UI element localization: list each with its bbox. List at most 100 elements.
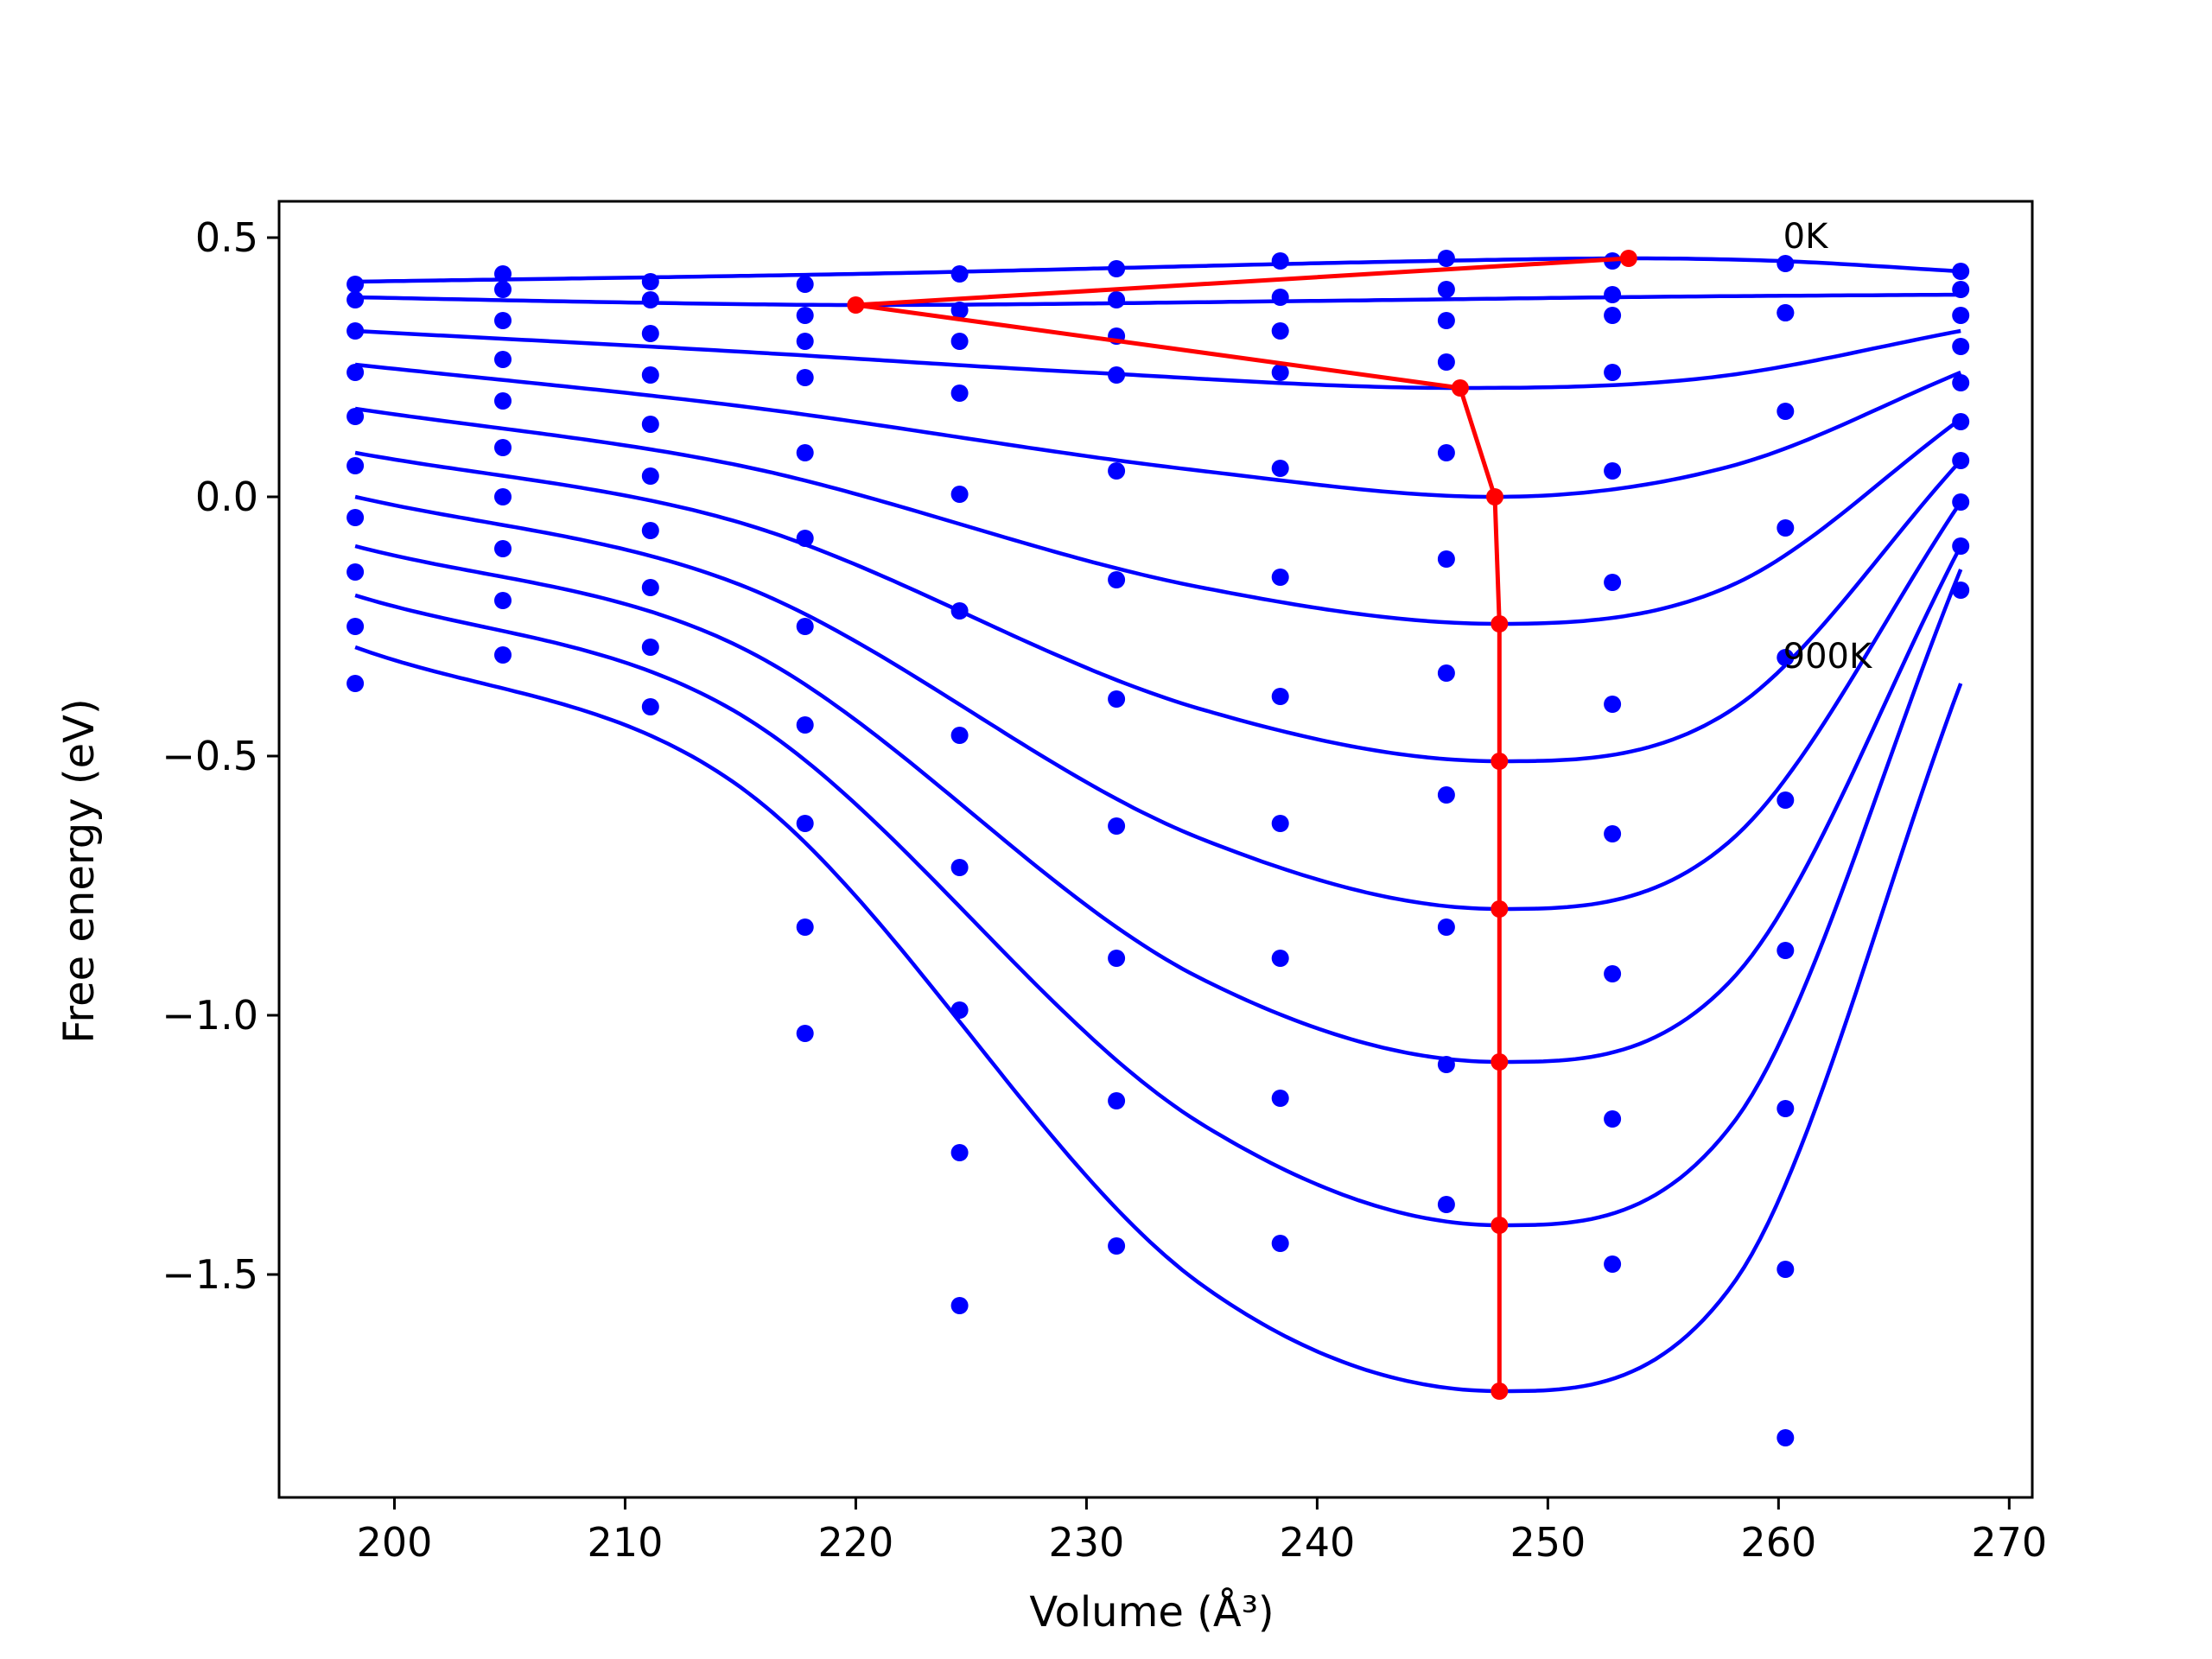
- minimum-point: [1491, 1053, 1509, 1071]
- data-point: [1952, 281, 1970, 298]
- data-point: [1437, 444, 1455, 461]
- data-point: [1271, 364, 1289, 381]
- data-point: [950, 302, 969, 319]
- data-point: [346, 509, 365, 526]
- data-point: [796, 276, 814, 293]
- data-point: [950, 859, 969, 876]
- x-tick-label: 220: [818, 1519, 894, 1566]
- data-point: [1777, 942, 1795, 959]
- fit-curves: [354, 256, 1963, 1394]
- data-point: [641, 522, 659, 539]
- data-point: [1777, 1261, 1795, 1278]
- data-point: [1271, 1235, 1289, 1252]
- data-point: [1108, 571, 1126, 588]
- data-point: [494, 351, 512, 368]
- data-point: [1777, 791, 1795, 809]
- curve-annotation: 900K: [1783, 637, 1873, 677]
- fit-curve-1: [355, 256, 1961, 284]
- data-point: [1437, 1056, 1455, 1073]
- data-point: [1777, 649, 1795, 666]
- data-point: [1271, 252, 1289, 270]
- data-point: [1777, 255, 1795, 272]
- y-tick-label: −1.5: [162, 1251, 258, 1298]
- data-point: [1777, 304, 1795, 321]
- data-point: [796, 618, 814, 635]
- data-point: [950, 602, 969, 620]
- data-point: [1777, 403, 1795, 420]
- minimum-point: [1619, 250, 1637, 267]
- data-point: [1952, 582, 1970, 599]
- x-tick-label: 230: [1049, 1519, 1125, 1566]
- data-point: [494, 392, 512, 410]
- data-point: [641, 579, 659, 596]
- data-point: [494, 265, 512, 283]
- x-tick-label: 240: [1279, 1519, 1355, 1566]
- fit-curve-10: [354, 645, 1963, 1394]
- data-point: [346, 618, 365, 635]
- data-point: [1271, 950, 1289, 967]
- data-point: [346, 563, 365, 581]
- minimum-point: [1491, 1217, 1509, 1234]
- data-point: [1952, 307, 1970, 324]
- data-point: [1604, 574, 1622, 591]
- data-point: [1777, 1429, 1795, 1446]
- data-point: [796, 333, 814, 350]
- data-point: [641, 639, 659, 656]
- data-point: [346, 322, 365, 340]
- data-point: [346, 675, 365, 692]
- data-point: [1437, 1196, 1455, 1213]
- data-point: [1604, 1255, 1622, 1273]
- x-tick-label: 200: [357, 1519, 433, 1566]
- data-point: [1777, 519, 1795, 537]
- data-point: [494, 281, 512, 298]
- minimum-point: [1491, 1382, 1509, 1400]
- data-point: [494, 312, 512, 329]
- data-point: [1437, 353, 1455, 371]
- data-point: [641, 416, 659, 433]
- data-point: [1604, 286, 1622, 303]
- data-point: [346, 291, 365, 308]
- data-point: [1952, 374, 1970, 391]
- y-tick-label: 0.5: [195, 214, 258, 261]
- data-point: [950, 486, 969, 503]
- data-point: [796, 369, 814, 386]
- data-point: [641, 273, 659, 290]
- data-point: [346, 408, 365, 425]
- data-point: [950, 265, 969, 283]
- data-point: [1108, 1237, 1126, 1255]
- data-point: [1271, 289, 1289, 306]
- data-point: [1271, 322, 1289, 340]
- data-point: [1108, 817, 1126, 835]
- data-point: [1271, 815, 1289, 832]
- data-point: [1952, 452, 1970, 469]
- data-point: [1108, 690, 1126, 708]
- y-tick-label: 0.0: [195, 474, 258, 520]
- data-point: [494, 439, 512, 456]
- minimum-point: [847, 296, 865, 314]
- y-tick-label: −1.0: [162, 992, 258, 1039]
- minimum-point: [1491, 900, 1509, 918]
- x-tick-label: 260: [1740, 1519, 1816, 1566]
- data-point: [796, 716, 814, 734]
- y-tick-label: −0.5: [162, 733, 258, 779]
- data-point: [1437, 786, 1455, 804]
- data-point: [1952, 263, 1970, 280]
- x-axis-label: Volume (Å³): [1029, 1587, 1274, 1637]
- minimum-point: [1451, 379, 1469, 397]
- data-point: [1604, 364, 1622, 381]
- data-point: [1437, 918, 1455, 936]
- data-points: [346, 250, 1970, 1446]
- data-point: [950, 333, 969, 350]
- data-point: [494, 540, 512, 557]
- curve-annotation: 0K: [1783, 217, 1829, 257]
- data-point: [641, 467, 659, 485]
- data-point: [1952, 413, 1970, 430]
- data-point: [1437, 250, 1455, 267]
- data-point: [1604, 462, 1622, 480]
- fit-curve-4: [354, 362, 1962, 499]
- plot-frame: [277, 200, 2034, 1499]
- data-point: [346, 276, 365, 293]
- data-point: [1437, 281, 1455, 298]
- data-point: [346, 457, 365, 474]
- x-tick-label: 270: [1971, 1519, 2047, 1566]
